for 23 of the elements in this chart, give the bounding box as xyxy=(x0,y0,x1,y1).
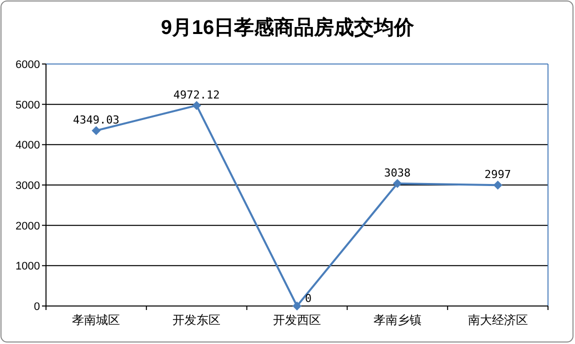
y-tick-label: 3000 xyxy=(16,180,40,192)
data-label: 2997 xyxy=(484,168,512,182)
data-label: 0 xyxy=(305,292,312,305)
y-tick-label: 4000 xyxy=(16,140,40,152)
y-tick-label: 5000 xyxy=(16,99,40,112)
x-tick-label: 南大经济区 xyxy=(468,313,528,327)
point xyxy=(92,126,101,136)
data-label: 3038 xyxy=(384,166,411,180)
x-tick-label: 孝南城区 xyxy=(72,313,120,327)
y-tick-label: 1000 xyxy=(16,260,40,273)
x-tick-label: 开发西区 xyxy=(273,313,321,327)
y-tick-label: 0 xyxy=(34,301,40,313)
point xyxy=(493,180,502,190)
point xyxy=(392,178,402,188)
chart-title: 9月16日孝感商品房成交均价 xyxy=(160,16,416,39)
data-label: 4349.03 xyxy=(73,114,120,127)
point xyxy=(192,100,202,110)
y-tick-label: 6000 xyxy=(16,59,40,71)
data-label: 4972.12 xyxy=(173,88,220,102)
x-tick-label: 孝南乡镇 xyxy=(373,313,422,327)
x-tick-label: 开发东区 xyxy=(172,313,221,327)
point xyxy=(292,302,302,310)
y-tick-label: 2000 xyxy=(16,220,40,232)
